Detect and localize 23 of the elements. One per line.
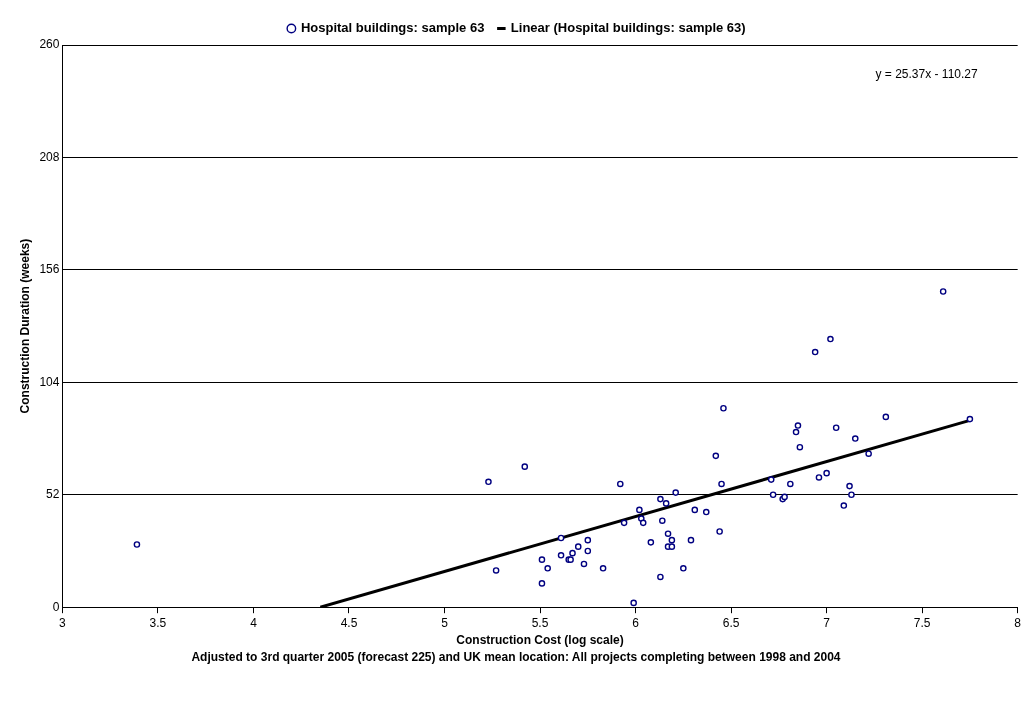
- legend-label: Hospital buildings: sample 63: [300, 20, 485, 36]
- x-tick-label: 5: [441, 615, 449, 630]
- y-tick-label: 104: [39, 374, 60, 389]
- y-tick-label: 260: [39, 37, 60, 52]
- x-tick-label: 8: [1014, 615, 1022, 630]
- annotation: y = 25.37x - 110.27: [875, 67, 978, 82]
- x-tick-label: 3.5: [149, 615, 167, 630]
- x-tick-label: 4: [250, 615, 258, 630]
- y-tick-label: 0: [52, 599, 60, 614]
- y-tick-label: 208: [39, 149, 60, 164]
- y-tick-label: 156: [39, 262, 60, 277]
- x-tick-label: 3: [59, 615, 67, 630]
- x-tick-label: 5.5: [531, 615, 549, 630]
- x-tick-label: 6: [632, 615, 640, 630]
- y-tick-label: 52: [46, 487, 60, 502]
- x-tick-label: 7.5: [913, 615, 931, 630]
- x-tick-label: 7: [823, 615, 831, 630]
- x-axis-title: Construction Cost (log scale): [456, 633, 624, 648]
- y-axis-title: Construction Duration (weeks): [17, 238, 32, 414]
- legend-label: Linear (Hospital buildings: sample 63): [510, 20, 746, 36]
- text: Adjusted to 3rd quarter 2005 (forecast 225) and UK mean location: All projects completing between 1998 and 2004: [190, 649, 842, 666]
- x-tick-label: 6.5: [722, 615, 740, 630]
- x-tick-label: 4.5: [340, 615, 358, 630]
